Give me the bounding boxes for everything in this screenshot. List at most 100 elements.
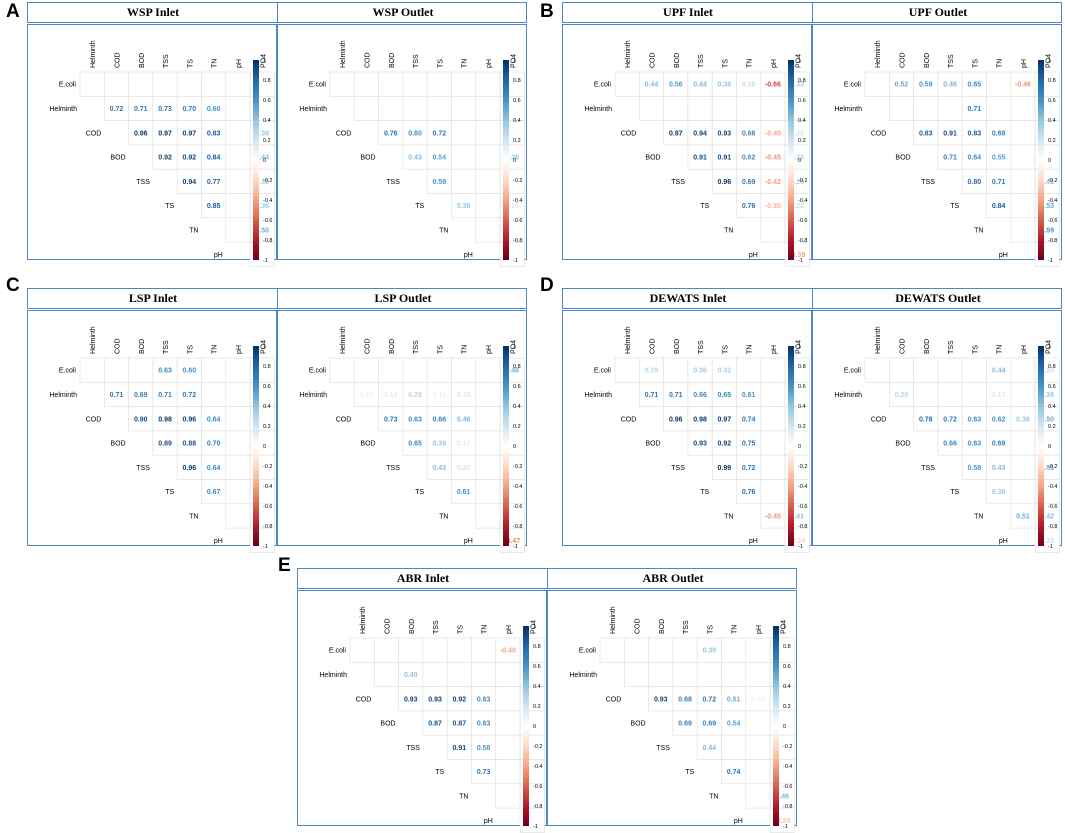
panel-title-outlet: WSP Outlet: [372, 5, 434, 19]
corr-value: 0.71: [943, 155, 957, 162]
colorbar-tick-label: 0.8: [798, 78, 806, 84]
corr-value: 0.18: [457, 392, 471, 399]
column-label-cod: COD: [384, 618, 391, 634]
matrix-cell: [663, 357, 689, 383]
matrix-cell: [986, 144, 1012, 170]
colorbar-tick-label: -0.4: [1048, 198, 1057, 204]
row-label-tss: TSS: [406, 745, 420, 752]
matrix-cell: [225, 120, 251, 146]
column-label-ph: pH: [506, 625, 513, 634]
corr-value: -0.35: [765, 203, 781, 210]
matrix-cell: [760, 406, 786, 432]
row-label-ph: pH: [484, 818, 493, 825]
row-label-tn: TN: [724, 227, 733, 234]
matrix-cell: [760, 479, 786, 505]
matrix-cell: [201, 168, 227, 194]
matrix-cell: [176, 406, 202, 432]
matrix-cell: [736, 168, 762, 194]
matrix-cell: [475, 217, 501, 243]
corr-value: 0.80: [968, 179, 982, 186]
colorbar-tick-label: -1: [1048, 544, 1053, 550]
colorbar-tick-label: 0.6: [798, 384, 806, 390]
corr-value: 0.17: [992, 392, 1006, 399]
corr-value: 0.53: [1040, 203, 1054, 210]
row-label-bod: BOD: [360, 441, 375, 448]
colorbar-tick-label: 0.6: [1048, 98, 1056, 104]
colorbar-tick-label: 0.2: [513, 138, 521, 144]
row-label-bod: BOD: [645, 441, 660, 448]
corr-value: 0.50: [255, 227, 269, 234]
row-label-tn: TN: [439, 227, 448, 234]
matrix-cell: [687, 357, 713, 383]
column-label-cod: COD: [114, 52, 121, 68]
matrix-cell: [986, 479, 1012, 505]
corr-value: 0.54: [433, 155, 447, 162]
matrix-cell: [937, 382, 963, 407]
corr-value: 0.69: [992, 130, 1006, 137]
corr-value: 0.91: [453, 745, 467, 752]
row-label-tn: TN: [459, 793, 468, 800]
column-label-helminth: Helminth: [90, 326, 97, 354]
matrix-cell: [736, 430, 762, 456]
row-label-e-coli: E.coli: [844, 368, 862, 375]
colorbar-tick-label: 0.4: [263, 404, 271, 410]
matrix-cell: [495, 662, 521, 687]
matrix-cell: [446, 637, 472, 663]
corr-value: 0.48: [505, 368, 519, 375]
matrix-cell: [711, 454, 737, 480]
row-label-ph: pH: [464, 252, 473, 259]
colorbar-tick-label: 0.6: [263, 384, 271, 390]
matrix-cell: [986, 382, 1012, 407]
row-label-ts: TS: [165, 203, 174, 210]
row-label-helminth: Helminth: [319, 672, 347, 679]
corr-value: 0.71: [645, 392, 659, 399]
matrix-cell: [426, 96, 452, 121]
column-label-tss: TSS: [948, 54, 955, 68]
corrplot-0: Helminth COD BOD TSS TS TN pH PO4 E.coli Helminth…: [27, 24, 277, 267]
column-label-po4: PO4: [530, 620, 537, 634]
matrix-cell: [736, 120, 762, 146]
row-label-cod: COD: [871, 416, 887, 423]
corr-value: 0.44: [645, 82, 659, 89]
row-label-e-coli: E.coli: [579, 648, 597, 655]
matrix-cell: [961, 382, 987, 407]
matrix-cell: [201, 454, 227, 480]
row-label-ph: pH: [214, 252, 223, 259]
colorbar-tick-label: 0: [533, 724, 536, 730]
column-label-tss: TSS: [413, 54, 420, 68]
row-label-cod: COD: [356, 696, 372, 703]
matrix-cell: [721, 734, 747, 760]
colorbar-tick-label: -0.4: [263, 484, 272, 490]
column-label-tss: TSS: [163, 340, 170, 354]
colorbar-tick-label: 0.2: [798, 138, 806, 144]
corr-value: 0.16: [505, 203, 519, 210]
corr-value: 0.74: [742, 416, 756, 423]
corr-value: -0.66: [765, 82, 781, 89]
corr-value: 0.38: [457, 203, 471, 210]
corr-value: 0.91: [693, 155, 707, 162]
corrplot-5: Helminth COD BOD TSS TS TN pH PO4 E.coli Helminth…: [277, 310, 527, 553]
row-label-helminth: Helminth: [584, 106, 612, 113]
matrix-cell: [648, 662, 674, 687]
title-divider: [277, 3, 278, 22]
matrix-cell: [696, 686, 722, 712]
colorbar-tick-label: 0.2: [263, 424, 271, 430]
colorbar: [503, 60, 509, 260]
matrix-cell: [1010, 454, 1036, 480]
row-label-tss: TSS: [921, 179, 935, 186]
matrix-cell: [451, 430, 477, 456]
column-label-po4: PO4: [1045, 54, 1052, 68]
corr-value: 0.76: [742, 489, 756, 496]
row-label-bod: BOD: [645, 155, 660, 162]
row-label-ts: TS: [700, 203, 709, 210]
matrix-cell: [349, 637, 375, 663]
corr-value: 0.93: [428, 696, 442, 703]
matrix-cell: [451, 168, 477, 194]
row-label-tn: TN: [189, 227, 198, 234]
row-label-bod: BOD: [630, 721, 645, 728]
matrix-cell: [176, 144, 202, 170]
colorbar-tick-label: 1: [263, 344, 266, 350]
panel-letter: E: [278, 555, 291, 576]
colorbar-tick-label: -1: [513, 258, 518, 264]
matrix-cell: [402, 120, 428, 146]
